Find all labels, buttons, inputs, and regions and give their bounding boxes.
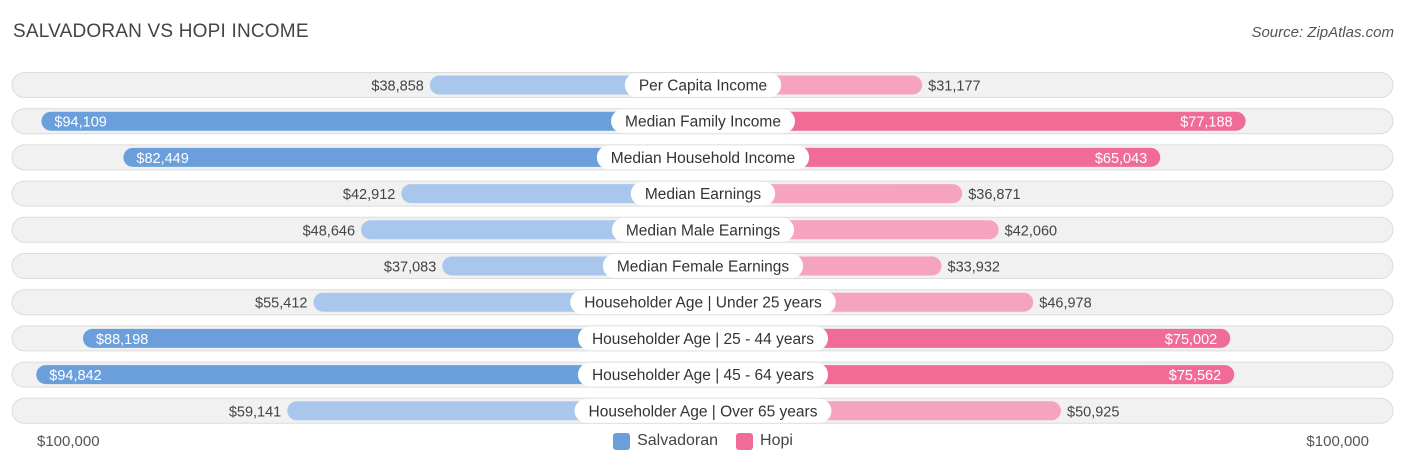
value-label-hopi: $75,562 <box>1169 368 1221 384</box>
category-label-pill <box>577 362 829 387</box>
value-label-hopi: $36,871 <box>968 187 1020 203</box>
value-label-salvadoran: $94,109 <box>54 115 106 131</box>
bar-salvadoran <box>401 184 703 204</box>
legend: Salvadoran Hopi <box>0 432 1406 450</box>
category-label: Median Earnings <box>645 186 762 203</box>
axis-left-max-label: $100,000 <box>37 433 100 450</box>
value-label-hopi: $50,925 <box>1067 404 1119 420</box>
category-label-pill <box>602 254 804 278</box>
category-label: Householder Age | Over 65 years <box>589 403 818 420</box>
bar-hopi <box>703 365 1235 385</box>
axis-right-max-label: $100,000 <box>1306 433 1369 450</box>
category-label-pill <box>577 326 829 351</box>
legend-swatch-hopi <box>736 432 754 450</box>
category-label-pill <box>611 217 795 242</box>
value-label-hopi: $42,060 <box>1005 223 1057 239</box>
category-label: Median Male Earnings <box>626 222 780 239</box>
value-label-salvadoran: $48,646 <box>303 223 355 239</box>
category-label-pill <box>611 109 795 134</box>
legend-label-hopi: Hopi <box>760 432 793 449</box>
source-note: Source: ZipAtlas.com <box>1251 24 1394 41</box>
category-label-pill <box>570 290 836 315</box>
value-label-hopi: $65,043 <box>1095 151 1147 167</box>
category-label: Median Female Earnings <box>617 259 790 276</box>
category-label-pill <box>624 73 782 97</box>
category-label: Householder Age | Under 25 years <box>584 295 822 312</box>
bar-salvadoran <box>36 365 703 385</box>
category-label-pill <box>596 145 810 170</box>
value-label-salvadoran: $37,083 <box>384 260 436 276</box>
category-label: Householder Age | 25 - 44 years <box>592 331 814 348</box>
chart-title: SALVADORAN VS HOPI INCOME <box>13 21 309 42</box>
bar-hopi <box>703 111 1246 131</box>
value-label-salvadoran: $88,198 <box>96 332 148 348</box>
value-label-hopi: $33,932 <box>948 260 1000 276</box>
category-label: Median Household Income <box>611 150 795 167</box>
value-label-hopi: $46,978 <box>1039 296 1091 312</box>
value-label-hopi: $75,002 <box>1165 332 1217 348</box>
value-label-salvadoran: $38,858 <box>371 79 423 95</box>
value-label-salvadoran: $82,449 <box>136 151 188 167</box>
bar-hopi <box>703 147 1161 167</box>
bar-salvadoran <box>82 328 703 348</box>
value-label-salvadoran: $59,141 <box>229 404 281 420</box>
value-label-salvadoran: $55,412 <box>255 296 307 312</box>
legend-swatch-salvadoran <box>613 432 631 450</box>
legend-item-hopi: Hopi <box>736 432 793 450</box>
value-label-hopi: $31,177 <box>928 79 980 95</box>
legend-item-salvadoran: Salvadoran <box>613 432 718 450</box>
category-label-pill <box>574 398 832 423</box>
value-label-salvadoran: $94,842 <box>49 368 101 384</box>
category-label-pill <box>630 181 776 206</box>
bar-salvadoran <box>123 147 703 167</box>
category-label: Per Capita Income <box>639 78 767 95</box>
bar-hopi <box>703 328 1231 348</box>
value-label-salvadoran: $42,912 <box>343 187 395 203</box>
bar-salvadoran <box>41 111 703 131</box>
legend-label-salvadoran: Salvadoran <box>637 432 719 449</box>
category-label: Householder Age | 45 - 64 years <box>592 367 814 384</box>
category-label: Median Family Income <box>625 114 781 131</box>
value-label-hopi: $77,188 <box>1180 115 1232 131</box>
